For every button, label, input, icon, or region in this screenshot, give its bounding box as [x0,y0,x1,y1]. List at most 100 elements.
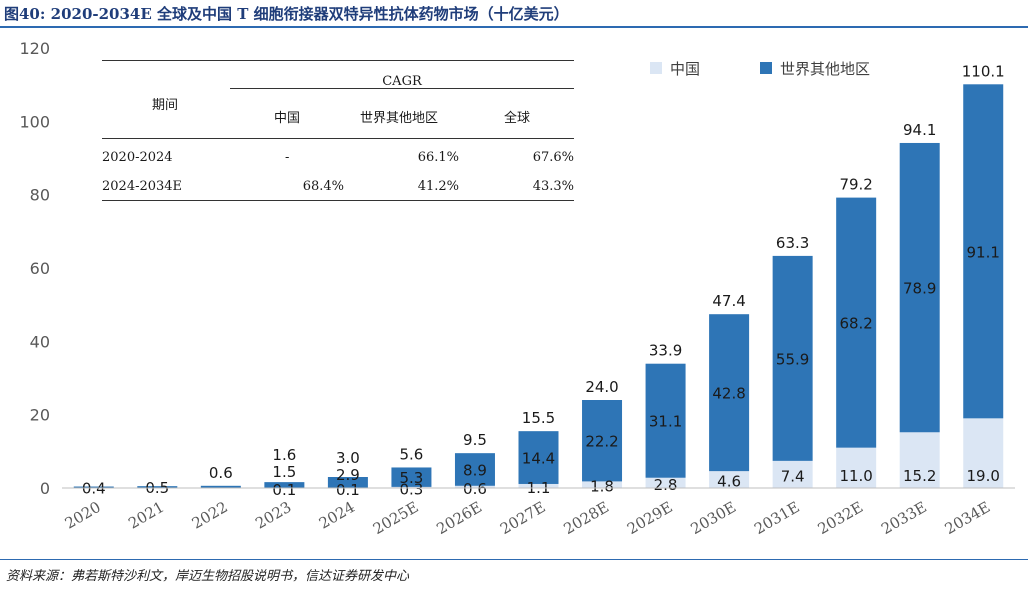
legend-label: 中国 [670,60,700,78]
data-label-total: 0.6 [209,464,233,482]
x-tick-label: 2025E [370,498,422,538]
data-label-total: 94.1 [903,121,936,139]
bar-segment-rest [772,255,813,461]
y-tick-label: 60 [30,259,50,278]
x-tick-label: 2028E [560,498,612,538]
data-label-rest: 91.1 [967,243,1000,261]
x-tick-label: 2022 [189,498,231,533]
table-group-rule [230,88,574,89]
data-label-rest: 42.8 [712,385,745,403]
table-col-header: 全球 [504,111,531,126]
data-label-rest: 55.9 [776,350,809,368]
data-label-china: 0.1 [336,481,360,499]
bar-segment-china [963,418,1004,488]
data-label-china: 19.0 [967,467,1000,485]
x-tick-label: 2029E [624,498,676,538]
table-cell-rest: 41.2% [417,179,459,194]
legend-swatch-rest [760,62,772,74]
table-row-header: 期间 [152,98,179,113]
data-label-total: 3.0 [336,449,360,467]
bar-segment-rest [582,400,623,482]
bar-segment-rest [391,467,432,487]
bars-layer [73,84,1004,489]
x-tick-label: 2026E [433,498,485,538]
table-cell-period: 2024-2034E [102,179,183,194]
data-label-rest: 5.3 [400,469,424,487]
y-tick-label: 80 [30,186,50,205]
data-label-china: 2.8 [654,476,678,494]
y-tick-label: 100 [19,112,50,131]
table-cell-china: - [285,150,290,165]
stacked-bar-chart: 0.4 0.50.60.11.51.60.12.93.00.35.35.60.68… [19,39,1015,538]
table-bottom-rule [102,200,574,201]
data-label-rest: 14.4 [522,450,555,468]
data-label-total: 79.2 [839,176,872,194]
bar-segment-rest [645,363,686,478]
title-divider [0,26,1028,28]
table-cell-global: 67.6% [532,150,574,165]
x-tick-label: 2033E [878,498,930,538]
data-label-rest: 78.9 [903,280,936,298]
data-label-total: 63.3 [776,234,809,252]
data-label-total: 9.5 [463,431,487,449]
table-col-header: 世界其他地区 [360,111,439,126]
data-label-rest: 1.5 [272,463,296,481]
bar-segment-rest [899,142,940,433]
bar-segment-rest [963,84,1004,419]
data-label-total: 5.6 [400,445,424,463]
table-col-header: 中国 [274,111,301,126]
data-label-china: 15.2 [903,467,936,485]
table-cell-rest: 66.1% [417,150,459,165]
table-top-rule [102,60,574,61]
data-label-total: 33.9 [649,342,682,360]
data-label-rest: 68.2 [839,315,872,333]
data-label-rest: 31.1 [649,413,682,431]
bar-segment-rest [137,486,178,488]
x-tick-label: 2027E [497,498,549,538]
legend-label: 世界其他地区 [780,60,870,78]
data-label-total: 110.1 [962,62,1005,80]
bar-segment-rest [264,482,305,488]
data-label-total: 24.0 [585,378,618,396]
data-label-china: 1.8 [590,478,614,496]
figure-title: 图40: 2020-2034E 全球及中国 T 细胞衔接器双特异性抗体药物市场（… [4,5,569,23]
table-cell-china: 68.4% [302,179,344,194]
data-label-total: 47.4 [712,292,745,310]
x-tick-label: 2021 [125,498,167,533]
table-cell-global: 43.3% [532,179,574,194]
data-label-china: 0.3 [400,480,424,498]
bar-segment-rest [709,314,750,472]
data-label-rest: 8.9 [463,461,487,479]
x-tick-label: 2020 [62,498,104,533]
bar-segment-china [645,477,686,488]
bar-segment-rest [327,477,368,488]
x-tick-label: 2023 [252,498,294,533]
bar-segment-china [518,483,559,488]
data-label-total: 1.6 [272,446,296,464]
bar-segment-china [454,485,495,488]
bar-segment-rest [454,453,495,486]
y-tick-label: 20 [30,406,50,425]
legend-swatch-china [650,62,662,74]
source-note: 资料来源：弗若斯特沙利文，岸迈生物招股说明书，信达证券研发中心 [6,569,410,584]
y-tick-label: 40 [30,332,50,351]
x-tick-label: 2034E [942,498,994,538]
data-label-china: 11.0 [839,467,872,485]
bar-segment-china [836,447,877,488]
data-label-total: 15.5 [522,409,555,427]
bar-segment-rest [836,197,877,448]
x-tick-label: 2030E [688,498,740,538]
x-tick-label: 2032E [815,498,867,538]
bar-segment-china [582,481,623,488]
data-label-rest: 0.4 [82,480,106,498]
table-group-header: CAGR [382,74,422,89]
table-header-rule [102,138,574,139]
bar-segment-rest [518,431,559,484]
labels-layer: 0.4 0.50.60.11.51.60.12.93.00.35.35.60.68… [82,62,1005,499]
data-label-rest: 22.2 [585,433,618,451]
bar-segment-china [899,432,940,488]
bar-segment-rest [200,485,241,488]
y-tick-label: 120 [19,39,50,58]
x-tick-label: 2031E [751,498,803,538]
data-label-rest: 2.9 [336,466,360,484]
